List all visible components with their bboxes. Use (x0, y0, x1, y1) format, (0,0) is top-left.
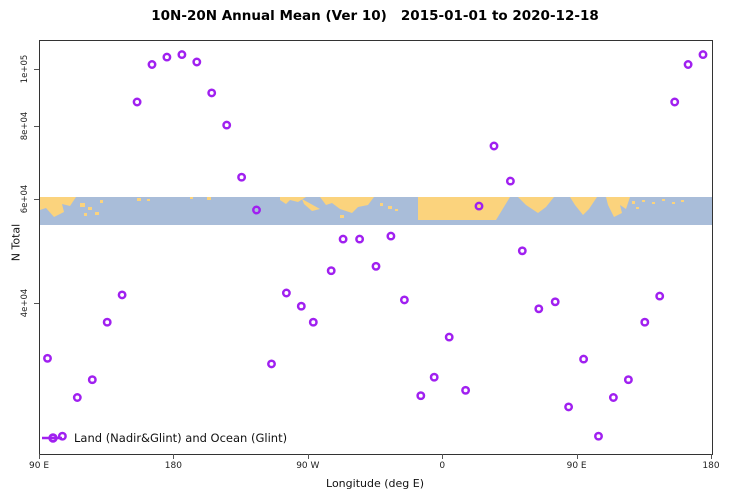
y-axis-label: N Total (9, 223, 23, 262)
data-point (550, 297, 560, 307)
legend-label: Land (Nadir&Glint) and Ocean (Glint) (74, 431, 288, 445)
data-point (579, 354, 589, 364)
data-point (281, 288, 291, 298)
data-point (461, 385, 471, 395)
x-tick-label: 90 W (296, 461, 320, 471)
data-point (670, 97, 680, 107)
data-point (623, 375, 633, 385)
data-point (594, 431, 603, 441)
data-point (207, 88, 217, 98)
data-point (192, 57, 202, 67)
data-point (162, 52, 172, 62)
data-point (177, 50, 187, 60)
x-tick-mark (39, 454, 40, 459)
data-point (147, 60, 157, 69)
x-tick-mark (173, 454, 175, 459)
data-point (338, 234, 348, 244)
data-point (296, 301, 306, 311)
x-tick-mark (711, 454, 712, 459)
data-point (308, 317, 318, 327)
data-point (416, 391, 426, 401)
y-tick-mark (34, 68, 39, 70)
data-point (371, 261, 381, 271)
data-point (386, 231, 396, 241)
y-tick-mark (34, 125, 39, 127)
x-tick-mark (576, 454, 578, 459)
y-tick-mark (34, 303, 39, 305)
y-tick-label: 4e+04 (20, 289, 30, 318)
data-point (505, 176, 515, 186)
data-point (117, 290, 127, 300)
data-point (655, 291, 665, 301)
x-tick-label: 180 (164, 461, 182, 471)
y-tick-label: 8e+04 (20, 111, 30, 140)
x-tick-label: 90 E (29, 461, 49, 471)
data-point (474, 201, 484, 211)
data-point (444, 332, 454, 342)
data-point (326, 266, 336, 276)
data-point (355, 234, 365, 244)
world-map-band (40, 197, 712, 225)
data-point (252, 205, 261, 215)
data-point (683, 60, 693, 69)
data-point (698, 50, 708, 60)
x-tick-label: 90 E (566, 461, 587, 471)
data-point (43, 353, 52, 363)
data-point (429, 372, 439, 382)
data-point (640, 317, 650, 327)
x-tick-mark (307, 454, 309, 459)
data-point (57, 431, 67, 441)
x-tick-label: 0 (439, 461, 446, 471)
data-point (517, 246, 527, 256)
data-point (102, 317, 112, 327)
data-point (87, 375, 97, 385)
x-tick-mark (442, 454, 444, 459)
x-axis-label: Longitude (deg E) (326, 477, 424, 490)
data-point (267, 359, 276, 369)
data-point (72, 393, 82, 402)
data-points (43, 50, 708, 441)
data-point (222, 120, 232, 130)
y-tick-label: 6e+04 (20, 185, 30, 214)
data-point (564, 402, 574, 412)
data-point (534, 304, 544, 314)
data-point (399, 295, 409, 305)
data-point (489, 141, 499, 151)
scatter-canvas (40, 50, 712, 443)
y-tick-mark (34, 199, 39, 201)
chart-title: 10N-20N Annual Mean (Ver 10) 2015-01-01 … (151, 8, 599, 24)
data-point (132, 97, 142, 107)
plot-area: Land (Nadir&Glint) and Ocean (Glint) (39, 40, 713, 455)
x-tick-label: 180 (702, 461, 720, 471)
y-tick-label: 1e+05 (20, 54, 30, 83)
data-point (608, 393, 618, 402)
data-point (237, 172, 247, 182)
legend-symbol (42, 433, 62, 443)
